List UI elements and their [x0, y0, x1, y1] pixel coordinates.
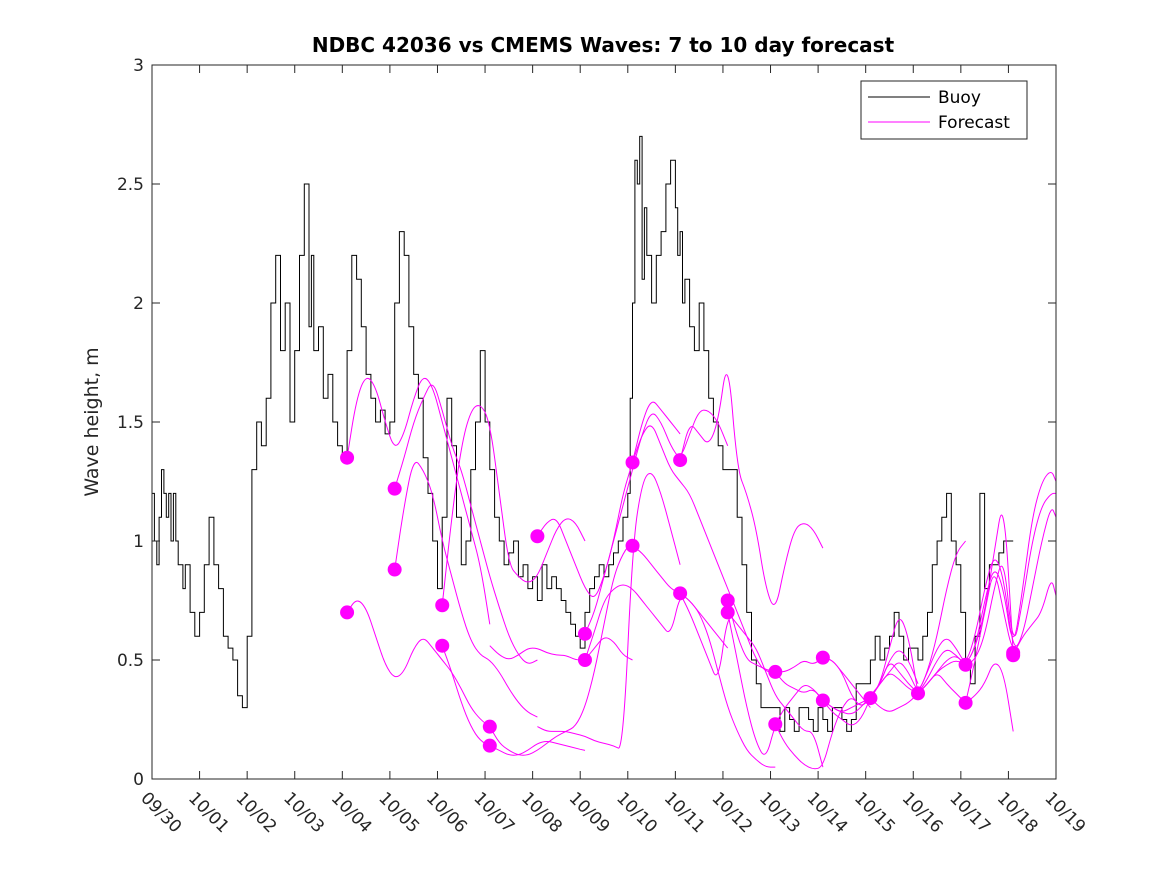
forecast-series-line: [822, 656, 966, 715]
chart-title: NDBC 42036 vs CMEMS Waves: 7 to 10 day f…: [312, 33, 895, 57]
x-tick-label: 10/06: [422, 788, 471, 837]
forecast-series-line: [869, 514, 1014, 699]
forecast-series-line: [441, 405, 586, 606]
y-tick-label: 3: [133, 56, 144, 76]
x-tick-label: 10/17: [945, 788, 994, 837]
forecast-series-line: [870, 663, 1014, 732]
forecast-series-line: [394, 462, 538, 718]
forecast-start-point: [577, 653, 592, 667]
forecast-series-line: [727, 600, 871, 708]
forecast-series-line: [632, 545, 776, 768]
forecast-series-line: [394, 384, 538, 664]
forecast-start-point: [673, 586, 688, 601]
forecast-start-point: [815, 650, 830, 665]
forecast-start-point: [720, 593, 735, 608]
x-tick-label: 10/14: [803, 788, 852, 837]
x-tick-label: 10/19: [1040, 788, 1089, 837]
forecast-series-line: [917, 472, 1057, 694]
forecast-start-point: [482, 738, 497, 753]
x-tick-label: 10/04: [327, 788, 376, 837]
forecast-series-line: [632, 425, 776, 673]
forecast-start-point: [625, 538, 640, 553]
forecast-start-point: [435, 638, 450, 653]
y-tick-label: 0.5: [117, 651, 144, 671]
forecast-series-line: [774, 650, 919, 712]
plot-area: [152, 135, 1057, 770]
forecast-start-point: [958, 695, 973, 710]
forecast-series-line: [584, 584, 729, 661]
y-tick-label: 2.5: [117, 175, 144, 195]
x-tick-label: 10/12: [707, 788, 756, 837]
forecast-series-line: [917, 509, 1057, 694]
forecast-series-line: [679, 374, 824, 605]
forecast-series-line: [489, 637, 633, 661]
forecast-start-point: [435, 598, 450, 613]
forecast-start-point: [958, 657, 973, 672]
x-tick-label: 10/09: [565, 788, 614, 837]
legend-box: [860, 80, 1028, 140]
x-tick-label: 10/18: [993, 788, 1042, 837]
forecast-start-point: [387, 481, 402, 496]
forecast-start-point: [482, 719, 497, 734]
x-axis: 09/3010/0110/0210/0310/0410/0510/0610/07…: [136, 65, 1089, 837]
forecast-start-point: [673, 453, 688, 468]
buoy-series-line: [152, 135, 1014, 732]
forecast-start-point: [911, 686, 926, 701]
legend-forecast-label: Forecast: [938, 113, 1010, 133]
x-tick-label: 10/03: [279, 788, 328, 837]
x-tick-label: 10/13: [755, 788, 804, 837]
forecast-start-point: [387, 562, 402, 577]
forecast-start-point: [625, 455, 640, 470]
forecast-series-line: [965, 576, 1057, 703]
forecast-series-line: [679, 593, 824, 768]
axes-box: [151, 64, 1057, 780]
x-tick-label: 10/05: [374, 788, 423, 837]
forecast-series-line: [727, 612, 871, 755]
y-tick-label: 1.5: [117, 413, 144, 433]
x-tick-label: 10/07: [470, 788, 519, 837]
x-tick-label: 10/16: [898, 788, 947, 837]
forecast-series-line: [584, 409, 729, 635]
x-tick-label: 10/02: [232, 788, 281, 837]
x-tick-label: 10/01: [184, 788, 233, 837]
forecast-start-point: [768, 717, 783, 732]
forecast-start-point: [720, 605, 735, 620]
forecast-start-point: [340, 450, 355, 465]
x-tick-label: 10/11: [660, 788, 709, 837]
forecast-start-point: [815, 693, 830, 708]
y-tick-label: 2: [133, 294, 144, 314]
legend-buoy-label: Buoy: [938, 88, 981, 108]
forecast-series-line: [537, 473, 681, 749]
forecast-start-point: [340, 605, 355, 620]
legend: Buoy Forecast: [860, 80, 1028, 140]
x-tick-label: 10/08: [517, 788, 566, 837]
forecast-series-line: [346, 600, 491, 728]
y-tick-label: 0: [133, 770, 144, 790]
y-axis: 0 0.5 1 1.5 2 2.5 3: [117, 56, 1056, 790]
y-axis-label: Wave height, m: [81, 347, 103, 496]
x-tick-label: 10/10: [612, 788, 661, 837]
forecast-start-point: [1006, 648, 1021, 663]
forecast-series-line: [346, 377, 491, 625]
forecast-start-point: [863, 691, 878, 706]
forecast-start-point: [530, 529, 545, 544]
forecast-series-line: [441, 645, 586, 756]
forecast-series-line: [489, 540, 633, 756]
x-tick-label: 10/15: [850, 788, 899, 837]
forecast-series-line: [774, 619, 919, 770]
y-tick-label: 1: [133, 532, 144, 552]
x-tick-label: 09/30: [136, 788, 185, 837]
forecast-series-line: [822, 540, 966, 706]
forecast-start-point: [768, 664, 783, 679]
forecast-series-line: [965, 492, 1056, 666]
forecast-start-point: [577, 626, 592, 641]
